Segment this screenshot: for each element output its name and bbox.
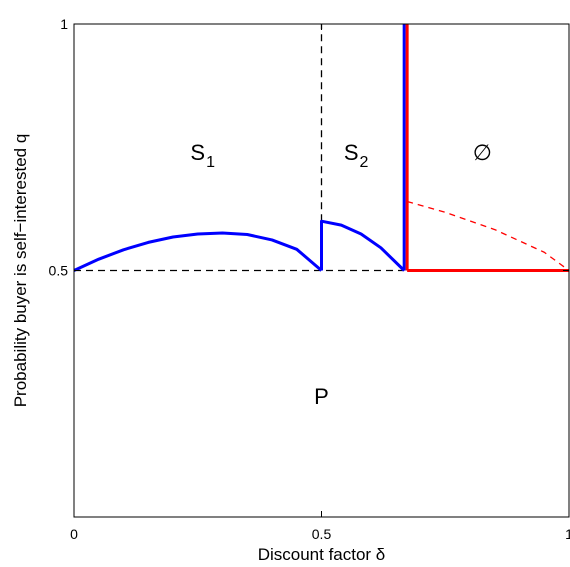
region-label: ∅ <box>473 140 492 165</box>
region-label: S2 <box>344 140 369 171</box>
y-axis-label: Probability buyer is self−interested q <box>11 134 30 408</box>
plot-content <box>73 24 570 272</box>
region-label: S1 <box>190 140 215 171</box>
y-tick-label: 1 <box>60 16 68 32</box>
x-tick-label: 0.5 <box>312 526 332 542</box>
series-line-6 <box>406 200 570 272</box>
series-line-1 <box>73 231 323 272</box>
x-tick-label: 0 <box>70 526 78 542</box>
x-tick-label: 1 <box>565 526 570 542</box>
y-tick-label: 0.5 <box>49 263 69 279</box>
annotations: S1 S2 ∅ P <box>190 140 492 409</box>
series-line-2 <box>320 219 406 272</box>
region-label: P <box>314 384 329 409</box>
ticks: 0 0.5 1 0.5 1 <box>49 16 570 542</box>
x-axis-label: Discount factor δ <box>258 545 386 564</box>
